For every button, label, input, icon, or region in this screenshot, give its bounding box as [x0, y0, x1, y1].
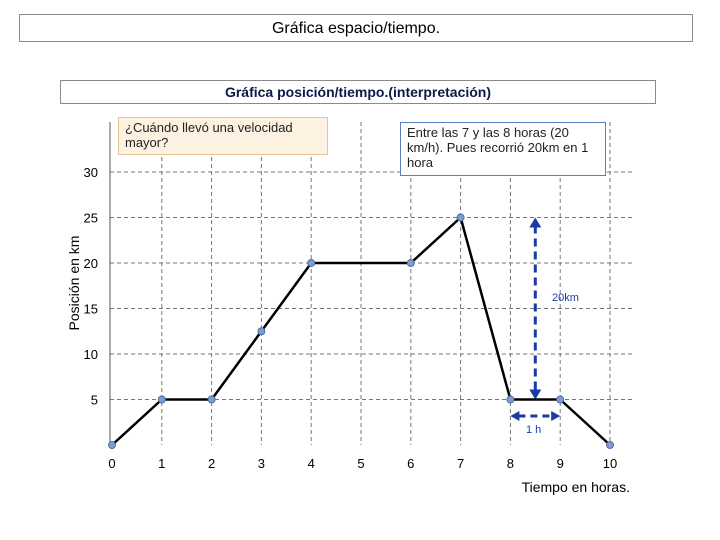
y-tick-label: 30: [84, 165, 98, 180]
x-tick-label: 9: [557, 456, 564, 471]
data-point: [606, 441, 614, 449]
y-tick-label: 25: [84, 211, 98, 226]
y-tick-label: 5: [91, 393, 98, 408]
data-point: [207, 395, 216, 404]
x-tick-label: 8: [507, 456, 514, 471]
data-point: [506, 395, 515, 404]
y-axis-label: Posición en km: [66, 236, 82, 331]
series-line: [111, 216, 611, 446]
data-point: [108, 441, 116, 449]
page-title: Gráfica espacio/tiempo.: [19, 14, 693, 42]
y-tick-label: 15: [84, 302, 98, 317]
data-point: [157, 395, 166, 404]
time-annotation: 1 h: [526, 424, 541, 436]
annotations: [510, 217, 561, 421]
y-tick-label: 20: [84, 256, 98, 271]
x-tick-label: 0: [108, 456, 115, 471]
data-series: [108, 213, 614, 449]
data-point: [556, 395, 565, 404]
chart-title: Gráfica posición/tiempo.(interpretación): [60, 80, 656, 104]
data-point: [456, 213, 465, 222]
x-tick-label: 7: [457, 456, 464, 471]
x-tick-label: 6: [407, 456, 414, 471]
x-tick-label: 1: [158, 456, 165, 471]
distance-annotation: 20km: [552, 292, 579, 304]
arrowhead-left: [510, 411, 520, 421]
x-tick-label: 10: [603, 456, 617, 471]
x-tick-label: 2: [208, 456, 215, 471]
question-note: ¿Cuándo llevó una velocidad mayor?: [118, 117, 328, 155]
data-point: [257, 327, 266, 336]
y-tick-label: 10: [84, 347, 98, 362]
arrowhead-up: [529, 217, 542, 228]
data-point: [406, 259, 415, 267]
x-tick-label: 3: [258, 456, 265, 471]
arrowhead-right: [551, 411, 561, 421]
arrowhead-down: [529, 389, 542, 400]
x-tick-label: 5: [357, 456, 364, 471]
tick-labels: 0 1 2 3 4 5 6 7 8 9 10 5 10 15 20 25 30: [84, 165, 618, 471]
x-tick-label: 4: [308, 456, 315, 471]
data-point: [307, 259, 316, 267]
x-axis-label: Tiempo en horas.: [522, 479, 630, 495]
answer-note: Entre las 7 y las 8 horas (20 km/h). Pue…: [400, 122, 606, 176]
